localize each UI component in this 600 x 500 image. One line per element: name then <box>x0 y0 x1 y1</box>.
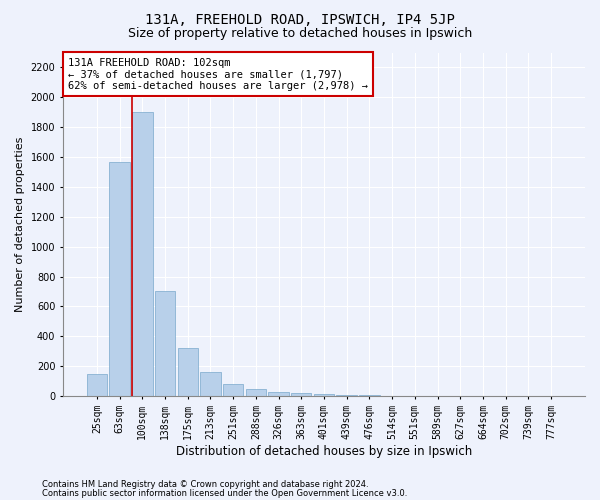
Bar <box>178 348 198 396</box>
Bar <box>337 395 357 396</box>
Text: 131A, FREEHOLD ROAD, IPSWICH, IP4 5JP: 131A, FREEHOLD ROAD, IPSWICH, IP4 5JP <box>145 12 455 26</box>
Bar <box>314 394 334 396</box>
Text: Contains public sector information licensed under the Open Government Licence v3: Contains public sector information licen… <box>42 488 407 498</box>
Y-axis label: Number of detached properties: Number of detached properties <box>15 136 25 312</box>
Bar <box>109 162 130 396</box>
Text: Contains HM Land Registry data © Crown copyright and database right 2024.: Contains HM Land Registry data © Crown c… <box>42 480 368 489</box>
Bar <box>86 374 107 396</box>
Text: Size of property relative to detached houses in Ipswich: Size of property relative to detached ho… <box>128 28 472 40</box>
Text: 131A FREEHOLD ROAD: 102sqm
← 37% of detached houses are smaller (1,797)
62% of s: 131A FREEHOLD ROAD: 102sqm ← 37% of deta… <box>68 58 368 91</box>
Bar <box>200 372 221 396</box>
Bar <box>245 390 266 396</box>
Bar <box>223 384 244 396</box>
Bar <box>291 393 311 396</box>
Bar <box>268 392 289 396</box>
X-axis label: Distribution of detached houses by size in Ipswich: Distribution of detached houses by size … <box>176 444 472 458</box>
Bar <box>155 292 175 396</box>
Bar <box>132 112 152 396</box>
